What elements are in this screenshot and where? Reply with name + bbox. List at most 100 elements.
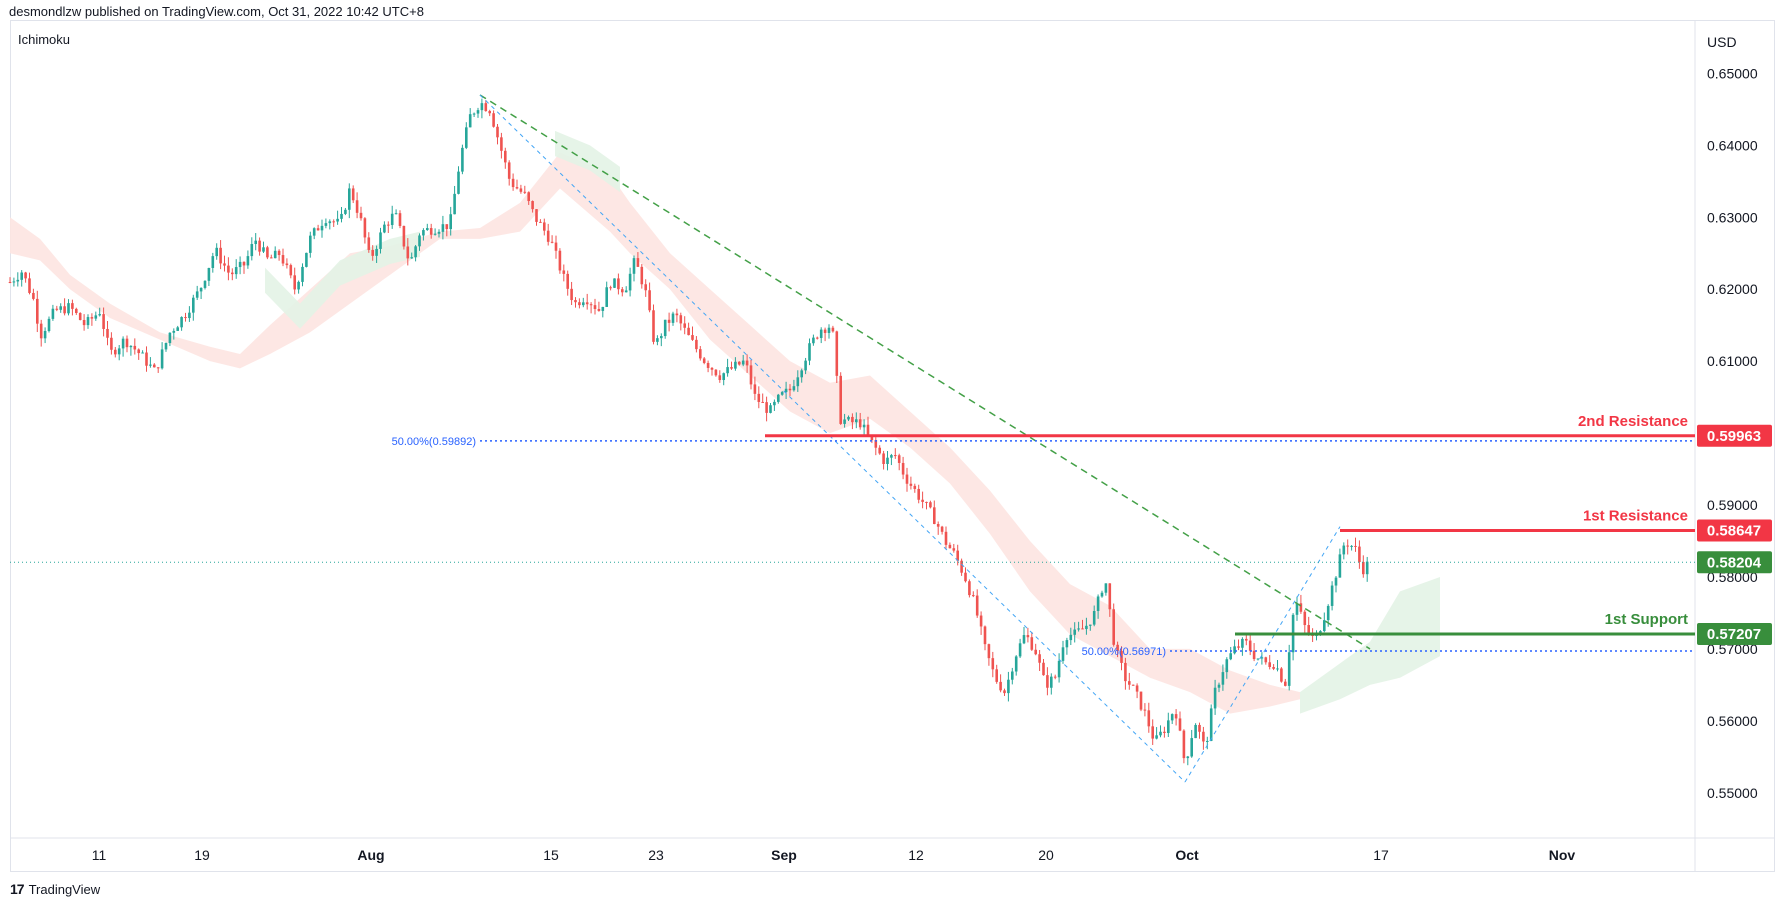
candle-body <box>172 330 176 333</box>
candle-body <box>921 499 924 502</box>
candle-body <box>1342 545 1346 555</box>
candle-body <box>246 256 250 266</box>
candle-body <box>301 266 304 282</box>
candle-body <box>238 261 242 268</box>
candle-body <box>1190 738 1193 757</box>
candle-body <box>936 524 940 527</box>
candle-body <box>1248 640 1252 651</box>
candle-body <box>426 228 429 231</box>
candle-body <box>305 252 308 267</box>
candle-body <box>1237 646 1240 648</box>
candle-body <box>523 191 527 193</box>
candle-body <box>348 188 351 210</box>
candle-body <box>827 327 831 333</box>
candle-body <box>71 303 74 309</box>
candle-body <box>234 267 238 275</box>
candle-body <box>956 550 959 561</box>
candle-body <box>804 360 807 371</box>
candle-body <box>211 256 215 268</box>
candle-body <box>757 393 761 402</box>
candle-body <box>480 103 484 111</box>
candle-body <box>1284 681 1287 686</box>
candle-body <box>1018 643 1022 657</box>
indicator-label[interactable]: Ichimoku <box>18 32 71 47</box>
candle-body <box>492 113 495 127</box>
candle-body <box>1089 624 1092 626</box>
candle-body <box>675 313 679 316</box>
candle-body <box>839 375 842 424</box>
fib-level-label: 50.00%(0.56971) <box>1082 646 1166 658</box>
candle-body <box>297 281 300 290</box>
candle-body <box>1104 583 1108 593</box>
candle-body <box>874 440 878 448</box>
candle-body <box>1011 671 1014 680</box>
candle-body <box>285 263 289 266</box>
candle-body <box>28 278 31 293</box>
candle-body <box>999 681 1002 691</box>
candle-body <box>55 308 59 310</box>
candle-body <box>964 572 967 582</box>
candle-body <box>1350 545 1353 547</box>
candle-body <box>203 280 207 288</box>
candle-body <box>184 317 187 319</box>
candle-body <box>1077 628 1080 630</box>
candle-body <box>129 345 133 348</box>
candle-body <box>855 419 858 423</box>
publish-header: desmondlzw published on TradingView.com,… <box>9 4 424 19</box>
candle-body <box>835 331 839 376</box>
candle-body <box>687 327 690 336</box>
y-tick-label: 0.63000 <box>1707 209 1758 225</box>
candle-body <box>929 502 932 508</box>
candle-body <box>117 348 121 355</box>
candle-body <box>882 453 885 465</box>
candle-body <box>164 342 168 350</box>
y-tick-label: 0.55000 <box>1707 785 1758 801</box>
candle-body <box>749 365 753 385</box>
downtrend-line <box>479 94 1371 650</box>
price-tag-label: 0.57207 <box>1707 626 1761 643</box>
candle-body <box>1167 720 1170 733</box>
candle-body <box>714 369 718 376</box>
candle-body <box>449 214 452 230</box>
candle-body <box>1034 649 1037 655</box>
tradingview-footer[interactable]: 17 TradingView <box>10 881 100 897</box>
candle-body <box>948 544 952 549</box>
candle-body <box>1209 708 1213 741</box>
candle-body <box>699 349 702 359</box>
candle-body <box>254 240 257 245</box>
candle-body <box>199 287 203 292</box>
candle-body <box>979 615 983 627</box>
candle-body <box>952 548 956 551</box>
candle-body <box>504 150 507 163</box>
candle-body <box>601 306 605 311</box>
last-price-label: 0.58204 <box>1707 554 1762 571</box>
candle-body <box>983 626 987 645</box>
candle-body <box>59 306 62 310</box>
candle-body <box>1358 546 1361 563</box>
candle-body <box>702 358 706 363</box>
candle-body <box>644 284 647 291</box>
candle-body <box>312 228 316 236</box>
candle-body <box>1100 592 1104 597</box>
candle-body <box>137 349 140 354</box>
candle-body <box>800 370 803 378</box>
candle-body <box>851 416 854 423</box>
x-tick-label: Aug <box>357 847 384 863</box>
candle-body <box>1252 650 1256 660</box>
candle-body <box>1174 714 1178 719</box>
candle-body <box>390 213 394 226</box>
candle-body <box>219 247 222 264</box>
candle-body <box>328 221 332 224</box>
candle-body <box>32 292 35 299</box>
candle-body <box>1178 718 1182 731</box>
candle-body <box>691 335 694 340</box>
candle-body <box>1069 634 1073 641</box>
candle-body <box>913 485 917 489</box>
candle-body <box>546 230 550 242</box>
candle-body <box>1268 662 1271 667</box>
last-price-tag <box>1697 551 1772 574</box>
candle-body <box>1022 635 1026 644</box>
candle-body <box>488 111 491 114</box>
candle-body <box>667 319 671 323</box>
